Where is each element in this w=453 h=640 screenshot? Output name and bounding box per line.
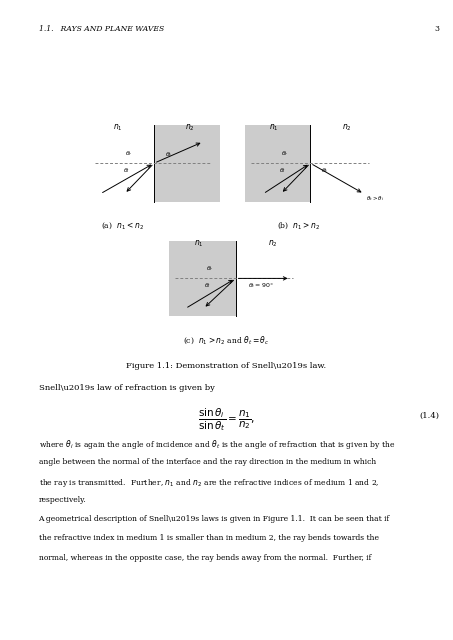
Text: $n_1$: $n_1$ bbox=[270, 122, 279, 133]
Text: $n_2$: $n_2$ bbox=[268, 238, 277, 249]
Text: $\theta_i$: $\theta_i$ bbox=[123, 166, 130, 175]
Text: the ray is transmitted.  Further, $n_1$ and $n_2$ are the refractive indices of : the ray is transmitted. Further, $n_1$ a… bbox=[39, 477, 379, 489]
Text: $n_2$: $n_2$ bbox=[342, 122, 351, 133]
Text: Figure 1.1: Demonstration of Snell\u2019s law.: Figure 1.1: Demonstration of Snell\u2019… bbox=[126, 362, 327, 370]
Text: the refractive index in medium 1 is smaller than in medium 2, the ray bends towa: the refractive index in medium 1 is smal… bbox=[39, 534, 379, 542]
Text: Snell\u2019s law of refraction is given by: Snell\u2019s law of refraction is given … bbox=[39, 384, 214, 392]
Text: normal, whereas in the opposite case, the ray bends away from the normal.  Furth: normal, whereas in the opposite case, th… bbox=[39, 554, 371, 562]
Bar bbox=[154, 125, 220, 202]
Text: $\theta_t$: $\theta_t$ bbox=[321, 166, 328, 175]
Bar bbox=[245, 125, 310, 202]
Text: (c)  $n_1 > n_2$ and $\theta_t = \theta_c$: (c) $n_1 > n_2$ and $\theta_t = \theta_c… bbox=[183, 334, 270, 346]
Text: A geometrical description of Snell\u2019s laws is given in Figure 1.1.  It can b: A geometrical description of Snell\u2019… bbox=[39, 515, 390, 524]
Text: $\theta_t = 90°$: $\theta_t = 90°$ bbox=[248, 282, 274, 291]
Text: $\theta_t > \theta_i$: $\theta_t > \theta_i$ bbox=[366, 194, 384, 203]
Text: angle between the normal of the interface and the ray direction in the medium in: angle between the normal of the interfac… bbox=[39, 458, 376, 465]
Text: $\theta_r$: $\theta_r$ bbox=[125, 148, 133, 157]
Text: 3: 3 bbox=[434, 25, 439, 33]
Text: respectively.: respectively. bbox=[39, 496, 86, 504]
Text: 1.1.   RAYS AND PLANE WAVES: 1.1. RAYS AND PLANE WAVES bbox=[39, 25, 164, 33]
Text: $n_1$: $n_1$ bbox=[194, 238, 203, 249]
Text: $\theta_r$: $\theta_r$ bbox=[281, 148, 289, 157]
Text: $\dfrac{\sin\theta_i}{\sin\theta_t} = \dfrac{n_1}{n_2},$: $\dfrac{\sin\theta_i}{\sin\theta_t} = \d… bbox=[198, 406, 255, 433]
Text: $\theta_t$: $\theta_t$ bbox=[164, 150, 172, 159]
Text: (a)  $n_1 < n_2$: (a) $n_1 < n_2$ bbox=[101, 220, 144, 230]
Text: (1.4): (1.4) bbox=[419, 412, 439, 420]
Text: (b)  $n_1 > n_2$: (b) $n_1 > n_2$ bbox=[277, 220, 321, 230]
Text: where $\theta_i$ is again the angle of incidence and $\theta_t$ is the angle of : where $\theta_i$ is again the angle of i… bbox=[39, 438, 395, 451]
Text: $n_1$: $n_1$ bbox=[113, 122, 123, 133]
Bar bbox=[169, 241, 236, 316]
Text: $\theta_r$: $\theta_r$ bbox=[206, 264, 214, 273]
Text: $\theta_i$: $\theta_i$ bbox=[279, 166, 286, 175]
Text: $n_2$: $n_2$ bbox=[185, 122, 195, 133]
Text: $\theta_i$: $\theta_i$ bbox=[204, 281, 211, 290]
